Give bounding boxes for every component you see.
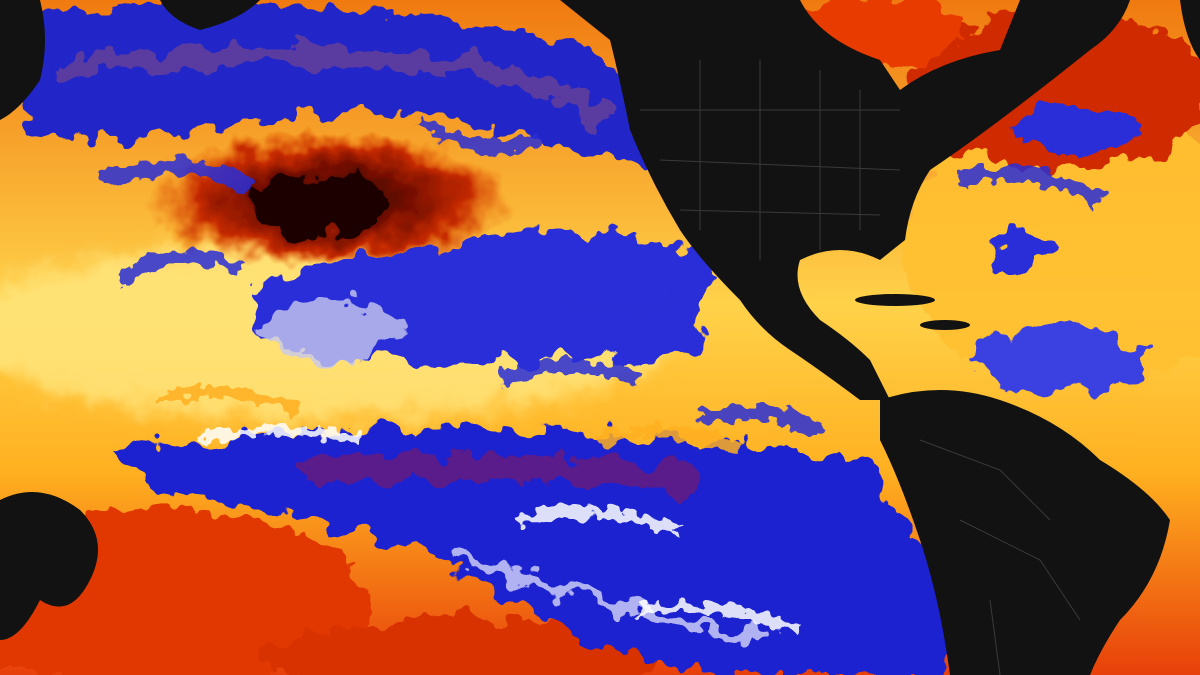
borders [640, 60, 1081, 675]
eddies [97, 114, 1104, 635]
